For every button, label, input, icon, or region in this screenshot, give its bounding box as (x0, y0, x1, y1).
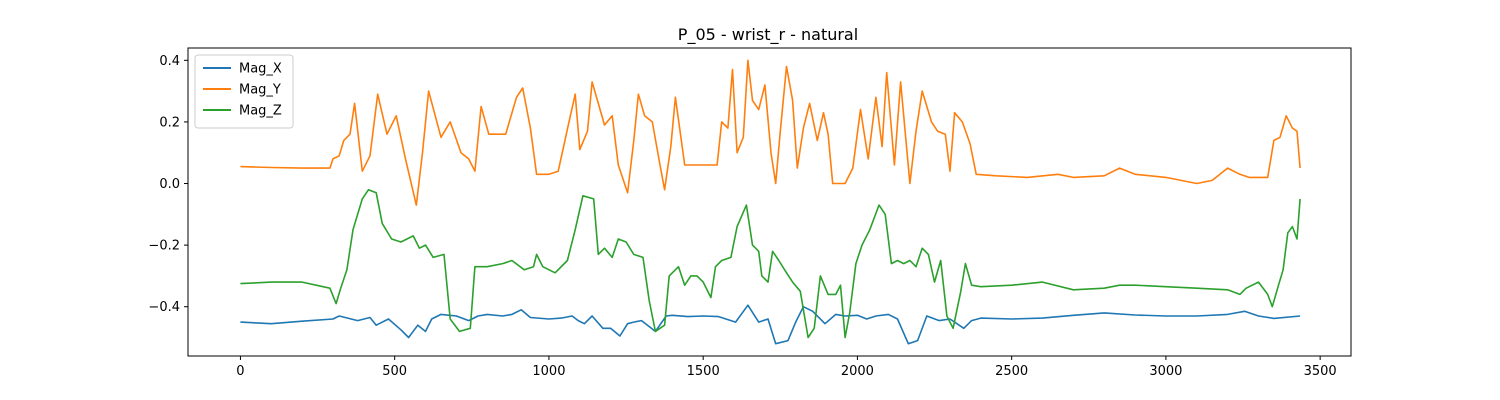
legend-label: Mag_X (239, 62, 282, 77)
x-tick-label: 1500 (687, 364, 720, 379)
x-tick-label: 3500 (1304, 364, 1337, 379)
y-tick-label: 0.4 (159, 54, 180, 69)
plot-area (240, 59, 1301, 345)
x-tick-label: 3000 (1149, 364, 1182, 379)
series-line-mag-y (240, 59, 1301, 206)
x-tick-label: 2000 (841, 364, 874, 379)
y-tick-label: 0.0 (159, 177, 180, 192)
y-tick-label: −0.2 (148, 239, 180, 254)
y-tick-label: 0.2 (159, 115, 180, 130)
legend-label: Mag_Z (239, 104, 282, 119)
x-tick-label: 1000 (532, 364, 565, 379)
series-line-mag-x (240, 304, 1301, 345)
x-axis: 0 500 1000 1500 2000 2500 3000 3500 (236, 356, 1337, 379)
legend-label: Mag_Y (239, 83, 281, 98)
series-line-mag-z (240, 188, 1301, 339)
y-axis: 0.4 0.2 0.0 −0.2 −0.4 (148, 54, 188, 315)
x-tick-label: 500 (382, 364, 407, 379)
legend: Mag_X Mag_Y Mag_Z (194, 54, 294, 129)
x-tick-label: 0 (236, 364, 244, 379)
axes-frame (187, 47, 1352, 357)
x-tick-label: 2500 (995, 364, 1028, 379)
y-tick-label: −0.4 (148, 300, 180, 315)
chart-title: P_05 - wrist_r - natural (678, 25, 858, 45)
